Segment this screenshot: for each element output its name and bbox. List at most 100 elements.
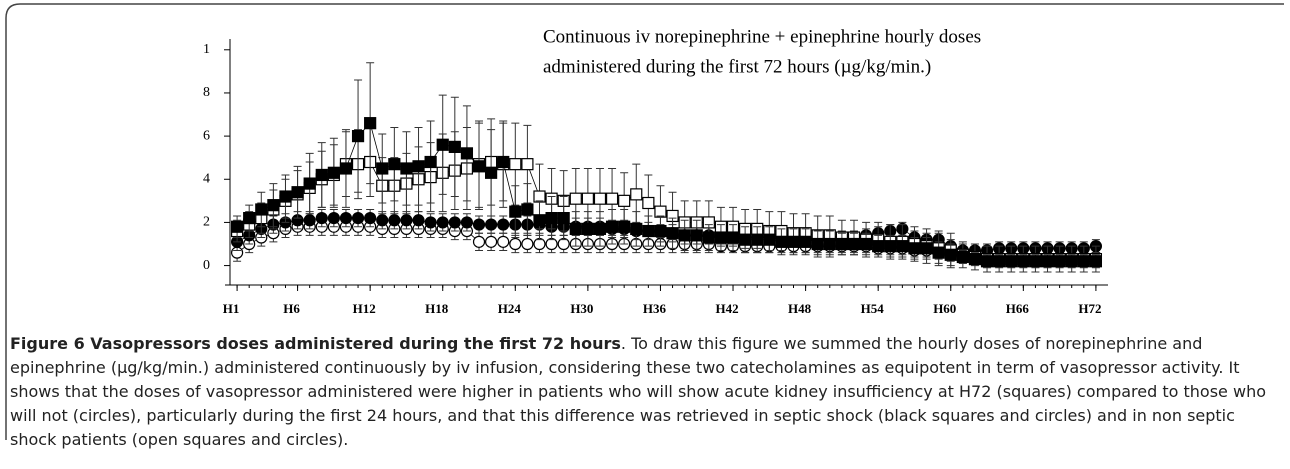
x-tick-label: H72 bbox=[1078, 301, 1101, 316]
square-marker bbox=[581, 222, 594, 235]
circle-marker bbox=[339, 212, 353, 225]
circle-marker bbox=[497, 218, 510, 231]
circle-marker bbox=[388, 214, 401, 227]
square-marker bbox=[1029, 255, 1042, 268]
square-marker bbox=[485, 166, 498, 179]
square-marker bbox=[521, 158, 534, 171]
square-marker bbox=[859, 237, 873, 251]
square-marker bbox=[557, 212, 570, 225]
square-marker bbox=[1041, 255, 1054, 268]
square-marker bbox=[678, 229, 691, 242]
square-marker bbox=[811, 237, 824, 251]
x-tick-label: H54 bbox=[861, 301, 885, 316]
square-marker bbox=[339, 162, 353, 175]
annotation: Continuous iv norepinephrine + epinephri… bbox=[543, 26, 981, 47]
square-marker bbox=[255, 203, 268, 216]
square-marker bbox=[376, 162, 389, 175]
circle-marker bbox=[485, 218, 498, 231]
square-marker bbox=[472, 160, 486, 173]
square-marker bbox=[1077, 255, 1090, 268]
square-marker bbox=[799, 235, 812, 248]
square-marker bbox=[388, 158, 401, 171]
x-tick-label: H24 bbox=[498, 301, 522, 316]
square-marker bbox=[956, 250, 969, 264]
x-tick-label: H60 bbox=[933, 301, 956, 316]
square-marker bbox=[993, 255, 1006, 268]
y-tick-label: 8 bbox=[203, 85, 210, 100]
circle-marker bbox=[376, 214, 389, 227]
square-marker bbox=[436, 138, 449, 151]
caption: Figure 6 Vasopressors doses administered… bbox=[10, 332, 1282, 452]
square-marker bbox=[267, 199, 280, 212]
square-marker bbox=[726, 231, 740, 244]
caption-label: Figure 6 Vasopressors doses administered… bbox=[10, 334, 621, 353]
x-tick-label: H42 bbox=[715, 301, 738, 316]
square-marker bbox=[605, 220, 619, 233]
square-marker bbox=[763, 233, 776, 246]
y-tick-label: 6 bbox=[203, 128, 210, 143]
x-tick-label: H18 bbox=[425, 301, 449, 316]
square-marker bbox=[327, 166, 340, 179]
square-marker bbox=[279, 190, 292, 203]
square-marker bbox=[424, 155, 437, 169]
circle-marker bbox=[521, 237, 534, 251]
x-tick-label: H30 bbox=[570, 301, 593, 316]
square-marker bbox=[533, 214, 546, 227]
square-marker bbox=[605, 192, 619, 205]
square-marker bbox=[448, 140, 461, 153]
y-tick-label: 2 bbox=[203, 215, 210, 230]
circle-marker bbox=[436, 216, 449, 229]
square-marker bbox=[654, 224, 667, 238]
y-tick-label: 0 bbox=[203, 258, 210, 273]
square-marker bbox=[497, 155, 510, 169]
square-marker bbox=[243, 212, 256, 225]
square-marker bbox=[702, 231, 715, 244]
x-tick-label: H36 bbox=[643, 301, 667, 316]
square-marker bbox=[460, 147, 474, 160]
x-tick-label: H66 bbox=[1006, 301, 1030, 316]
circle-marker bbox=[448, 216, 461, 229]
series-line bbox=[236, 122, 1096, 262]
circle-marker bbox=[351, 212, 365, 225]
square-marker bbox=[1065, 255, 1078, 268]
square-marker bbox=[593, 192, 607, 205]
circle-marker bbox=[424, 216, 437, 229]
circle-marker bbox=[485, 235, 498, 248]
square-marker bbox=[896, 240, 909, 253]
x-tick-label: H1 bbox=[223, 301, 240, 316]
square-marker bbox=[823, 237, 836, 251]
x-tick-label: H12 bbox=[353, 301, 376, 316]
y-tick-label: 1 bbox=[203, 42, 210, 57]
square-marker bbox=[1089, 255, 1103, 268]
square-marker bbox=[593, 222, 607, 235]
square-marker bbox=[908, 242, 921, 255]
y-tick-label: 4 bbox=[203, 171, 210, 186]
square-marker bbox=[690, 229, 703, 242]
square-marker bbox=[351, 130, 365, 143]
square-marker bbox=[968, 253, 982, 266]
square-marker bbox=[944, 248, 957, 261]
square-marker bbox=[521, 203, 534, 216]
square-marker bbox=[412, 160, 425, 173]
square-marker bbox=[569, 192, 582, 205]
square-marker bbox=[581, 192, 594, 205]
caption-text: . To draw this figure we summed the hour… bbox=[10, 334, 1266, 449]
square-marker bbox=[303, 177, 316, 190]
circle-marker bbox=[364, 212, 377, 225]
square-marker bbox=[787, 235, 800, 248]
circle-marker bbox=[315, 212, 328, 225]
square-marker bbox=[400, 162, 413, 175]
square-marker bbox=[775, 235, 788, 248]
square-marker bbox=[920, 242, 933, 255]
square-marker bbox=[884, 240, 897, 253]
square-marker bbox=[618, 194, 631, 207]
square-marker bbox=[618, 220, 631, 233]
square-marker bbox=[230, 220, 244, 233]
square-marker bbox=[751, 233, 764, 246]
square-marker bbox=[835, 237, 848, 251]
circle-marker bbox=[303, 214, 316, 227]
square-marker bbox=[509, 158, 522, 171]
square-marker bbox=[509, 205, 522, 218]
